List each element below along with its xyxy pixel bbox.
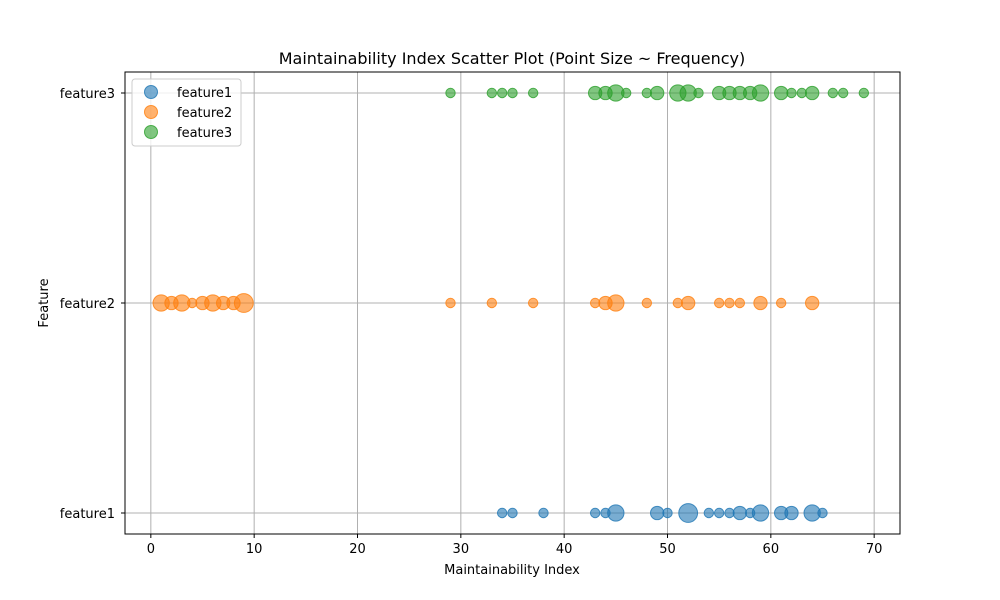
feature3-point bbox=[693, 87, 704, 99]
x-tick-label: 10 bbox=[246, 542, 263, 557]
feature2-point bbox=[445, 297, 456, 309]
ticks-layer: 0 10 20 30 40 50 60 70 feature1 feature2 feature3 bbox=[60, 87, 883, 557]
x-axis-label: Maintainability Index bbox=[444, 563, 580, 578]
feature2-point bbox=[805, 295, 820, 311]
legend-label-feature2: feature2 bbox=[177, 106, 232, 121]
x-tick-label: 30 bbox=[453, 542, 470, 557]
feature2-point bbox=[527, 297, 539, 309]
feature2-point bbox=[641, 297, 653, 309]
feature1-point bbox=[703, 507, 715, 519]
points-layer bbox=[152, 84, 870, 523]
x-tick-label: 0 bbox=[147, 542, 155, 557]
feature3-point bbox=[527, 87, 539, 99]
feature3-point bbox=[496, 87, 508, 99]
y-tick-label: feature3 bbox=[60, 87, 115, 102]
y-tick-label: feature2 bbox=[60, 297, 115, 312]
feature2-point bbox=[724, 297, 735, 309]
y-tick-label: feature1 bbox=[60, 507, 115, 522]
feature2-point bbox=[233, 293, 254, 313]
feature3-point bbox=[620, 87, 632, 99]
feature1-point bbox=[538, 507, 549, 519]
legend-label-feature3: feature3 bbox=[177, 126, 232, 141]
legend-marker-feature1 bbox=[144, 85, 158, 99]
feature3-point bbox=[774, 85, 789, 101]
feature3-point bbox=[486, 87, 498, 99]
feature2-point bbox=[486, 297, 498, 309]
feature1-point bbox=[732, 505, 747, 521]
feature1-point bbox=[784, 505, 799, 521]
feature2-point bbox=[753, 295, 768, 311]
feature3-point bbox=[786, 87, 797, 99]
feature1-point bbox=[817, 507, 828, 519]
feature1-point bbox=[589, 507, 601, 519]
feature3-point bbox=[805, 85, 820, 101]
x-tick-label: 50 bbox=[659, 542, 676, 557]
feature2-point bbox=[775, 297, 787, 309]
x-tick-label: 60 bbox=[763, 542, 780, 557]
feature1-point bbox=[650, 505, 665, 521]
legend: feature1 feature2 feature3 bbox=[131, 78, 242, 147]
y-axis-label: Feature bbox=[37, 278, 52, 327]
feature3-point bbox=[858, 87, 870, 99]
feature3-point bbox=[507, 87, 518, 99]
feature2-point bbox=[734, 297, 746, 309]
legend-marker-feature2 bbox=[144, 105, 158, 119]
chart-title: Maintainability Index Scatter Plot (Poin… bbox=[279, 49, 746, 68]
x-tick-label: 70 bbox=[866, 542, 883, 557]
legend-label-feature1: feature1 bbox=[177, 86, 232, 101]
feature3-point bbox=[751, 84, 770, 102]
feature2-point bbox=[681, 295, 696, 311]
feature1-point bbox=[607, 504, 625, 522]
feature1-point bbox=[678, 503, 699, 523]
feature1-point bbox=[507, 507, 518, 519]
legend-box bbox=[131, 78, 242, 147]
feature1-point bbox=[662, 507, 673, 519]
x-tick-label: 40 bbox=[556, 542, 573, 557]
legend-marker-feature3 bbox=[144, 125, 158, 139]
feature1-point bbox=[713, 507, 725, 519]
feature3-point bbox=[827, 87, 839, 99]
feature3-point bbox=[837, 87, 849, 99]
feature2-point bbox=[607, 294, 625, 312]
feature3-point bbox=[650, 85, 665, 101]
feature1-point bbox=[751, 504, 770, 522]
feature2-point bbox=[713, 297, 725, 309]
x-tick-label: 20 bbox=[349, 542, 366, 557]
feature1-point bbox=[496, 507, 508, 519]
feature3-point bbox=[445, 87, 456, 99]
